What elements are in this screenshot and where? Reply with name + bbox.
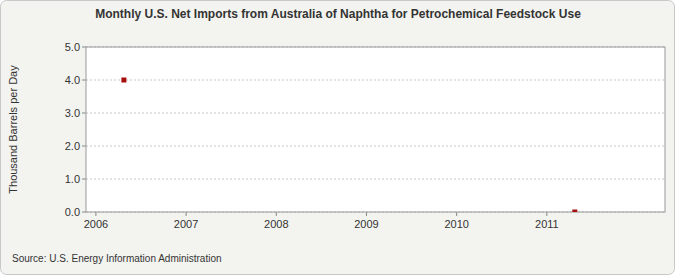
y-tick-label: 0.0 [65, 206, 80, 218]
plot-frame [86, 47, 665, 212]
x-tick [95, 212, 96, 216]
x-tick-label: 2008 [264, 218, 288, 230]
x-tick-label: 2007 [174, 218, 198, 230]
y-axis-label: Thousand Barrels per Day [7, 65, 19, 194]
y-tick-label: 1.0 [65, 173, 80, 185]
point [121, 78, 126, 83]
x-tick-label: 2010 [444, 218, 468, 230]
x-tick [456, 212, 457, 216]
title: Monthly U.S. Net Imports from Australia … [95, 7, 581, 21]
x-tick-label: 2009 [354, 218, 378, 230]
y-tick-label: 3.0 [65, 107, 80, 119]
y-tick-label: 5.0 [65, 41, 80, 53]
x-tick [186, 212, 187, 216]
plot-area [86, 47, 665, 212]
marks [121, 78, 577, 213]
x-tick-label: 2006 [84, 218, 108, 230]
grid-line [86, 146, 665, 147]
y-tick-label: 4.0 [65, 74, 80, 86]
y-tick [82, 179, 86, 180]
grid-line [86, 179, 665, 180]
y-tick [82, 212, 86, 213]
x-tick [546, 212, 547, 216]
x-tick-label: 2011 [535, 218, 559, 230]
point [572, 210, 577, 213]
y-tick [82, 47, 86, 48]
y-tick [82, 113, 86, 114]
grid-line [86, 80, 665, 81]
y-tick [82, 146, 86, 147]
x-tick [366, 212, 367, 216]
grid-line [86, 113, 665, 114]
y-tick [82, 80, 86, 81]
y-tick-label: 2.0 [65, 140, 80, 152]
x-tick [276, 212, 277, 216]
background [1, 1, 675, 275]
source: Source: U.S. Energy Information Administ… [12, 253, 222, 264]
